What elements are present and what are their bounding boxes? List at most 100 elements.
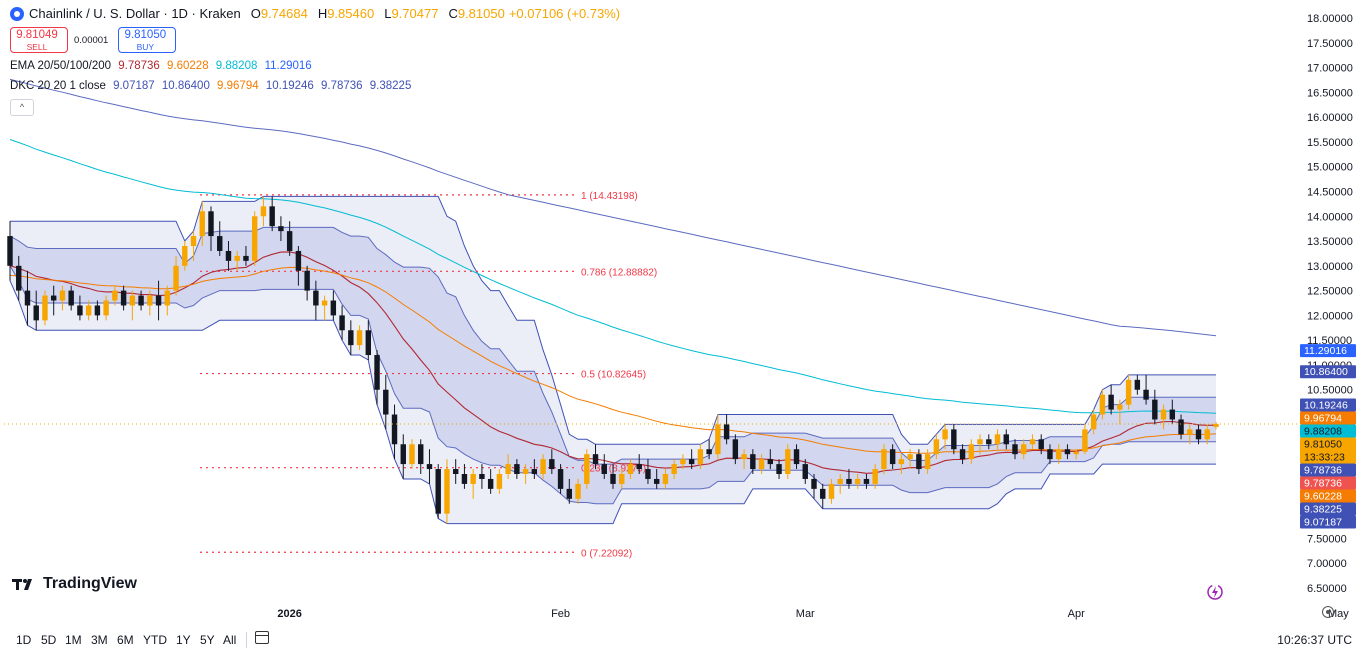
candle-body [391, 414, 398, 445]
candle-body [452, 469, 459, 474]
calendar-icon[interactable] [255, 631, 269, 644]
candle-body [321, 300, 328, 306]
range-5d-button[interactable]: 5D [41, 633, 57, 647]
fib-level-label: 0.786 (12.88882) [581, 267, 657, 278]
candle-body [1073, 451, 1079, 455]
range-5y-button[interactable]: 5Y [200, 633, 215, 647]
price-badge-bg [1300, 476, 1356, 490]
candle-body [120, 290, 127, 306]
dkc-value: 9.38225 [369, 80, 412, 92]
candle-body [575, 483, 581, 499]
candle-body [680, 459, 686, 465]
bottom-toolbar: 1D 5D 1M 3M 6M YTD 1Y 5Y All 10:26:37 UT… [0, 628, 1360, 653]
candle-body [1055, 449, 1062, 460]
candle-body [898, 459, 905, 465]
candle-body [1187, 429, 1193, 435]
candle-body [514, 464, 520, 474]
dkc-value: 10.86400 [161, 80, 210, 92]
candle-body [365, 330, 372, 356]
price-badge-bg [1300, 424, 1356, 438]
chart-settings-gear-icon[interactable] [1322, 606, 1334, 618]
tradingview-logo[interactable]: TradingView [12, 575, 137, 593]
candle-body [164, 290, 171, 306]
candle-body [217, 236, 223, 251]
candle-body [601, 464, 607, 474]
dkc-value: 9.78736 [321, 80, 363, 92]
ohlc-change: +0.07106 (+0.73%) [508, 6, 621, 21]
price-badge-label: 9.88208 [1304, 425, 1342, 437]
candle-body [42, 295, 48, 321]
replay-lightning-icon[interactable] [1206, 583, 1224, 601]
symbol-title[interactable]: Chainlink / U. S. Dollar · 1D · Kraken [29, 6, 241, 21]
candle-body [785, 449, 791, 474]
fibonacci-retracement: 1 (14.43198) 0.786 (12.88882) 0.5 (10.8264… [200, 191, 657, 559]
price-badge-label: 9.78736 [1304, 477, 1342, 489]
candle-body [199, 211, 205, 237]
candle-body [802, 464, 808, 479]
range-1y-button[interactable]: 1Y [176, 633, 191, 647]
range-1d-button[interactable]: 1D [16, 633, 32, 647]
candle-body [1012, 444, 1018, 455]
candle-body [531, 469, 538, 474]
candle-body [959, 449, 966, 460]
range-1m-button[interactable]: 1M [65, 633, 82, 647]
candle-body [636, 464, 642, 470]
collapse-legend-button[interactable]: ^ [10, 99, 34, 116]
ohlc-low-key: L [384, 6, 392, 21]
price-tick-label: 14.50000 [1307, 186, 1353, 198]
buy-label: BUY [136, 42, 155, 52]
candle-body [688, 459, 695, 465]
ohlc-open-value: 9.74684 [260, 6, 308, 21]
candle-body [741, 454, 747, 460]
candle-body [487, 478, 494, 489]
time-tick-label: Mar [796, 608, 815, 620]
price-tick-label: 18.00000 [1307, 13, 1353, 25]
candle-body [1143, 389, 1149, 400]
candle-body [16, 265, 22, 291]
candle-body [750, 454, 756, 470]
dkc-upper-line [10, 195, 1216, 445]
price-badge-label: 9.60228 [1304, 490, 1342, 502]
candle-body [1021, 444, 1027, 455]
sell-button[interactable]: 9.81049 SELL [10, 27, 68, 53]
candle-body [732, 439, 739, 460]
dkc-legend[interactable]: DKC 20 20 1 close 9.07187 10.86400 9.967… [10, 80, 415, 92]
countdown-label: 13:33:23 [1304, 451, 1345, 463]
range-6m-button[interactable]: 6M [117, 633, 134, 647]
trade-panel: 9.81049 SELL 0.00001 9.81050 BUY [10, 27, 177, 53]
price-badge-bg [1300, 437, 1356, 464]
ohlc-close-key: C [448, 6, 458, 21]
range-all-button[interactable]: All [223, 633, 237, 647]
candles [4, 196, 1300, 524]
candle-body [313, 290, 319, 306]
candle-body [330, 300, 337, 316]
candle-body [863, 478, 870, 484]
fib-level-label: 0 (7.22092) [581, 548, 632, 559]
candle-body [348, 330, 354, 346]
candle-body [278, 226, 284, 232]
candle-body [505, 464, 511, 474]
candle-body [1134, 379, 1141, 390]
candle-body [24, 290, 31, 306]
candle-body [470, 474, 476, 484]
range-ytd-button[interactable]: YTD [143, 633, 167, 647]
candle-body [645, 469, 651, 479]
candle-body [356, 330, 363, 346]
buy-button[interactable]: 9.81050 BUY [118, 27, 177, 53]
symbol-legend: Chainlink / U. S. Dollar · 1D · Kraken O… [10, 6, 624, 21]
price-badge-bg [1300, 398, 1356, 412]
price-badge-label: 9.81050 [1304, 438, 1342, 450]
price-chart[interactable]: 1 (14.43198) 0.786 (12.88882) 0.5 (10.8264… [0, 0, 1360, 628]
candle-body [103, 300, 109, 316]
price-tick-label: 7.00000 [1307, 558, 1347, 570]
price-tick-label: 16.00000 [1307, 112, 1353, 124]
utc-clock[interactable]: 10:26:37 UTC [1277, 633, 1352, 647]
candle-body [295, 250, 302, 271]
candle-body [1047, 449, 1053, 460]
candle-body [619, 474, 625, 484]
range-3m-button[interactable]: 3M [91, 633, 108, 647]
candle-body [881, 449, 887, 470]
ema-200-line [9, 78, 1217, 337]
candle-body [811, 478, 817, 489]
ema-legend[interactable]: EMA 20/50/100/200 9.78736 9.60228 9.8820… [10, 60, 316, 72]
